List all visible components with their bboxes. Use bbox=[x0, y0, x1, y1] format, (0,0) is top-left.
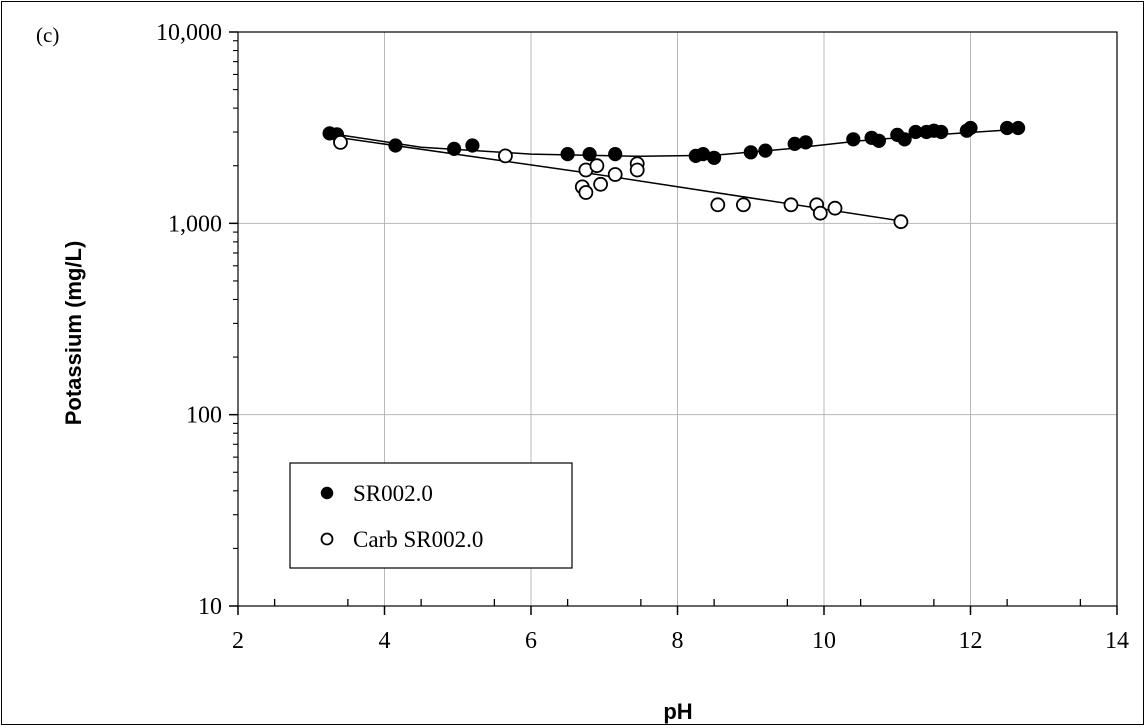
carb-sr002-point bbox=[589, 158, 605, 174]
legend-filled-circle-marker bbox=[320, 486, 334, 500]
legend-box bbox=[289, 462, 573, 569]
axis-ticks bbox=[229, 31, 1118, 615]
sr002-point bbox=[388, 138, 403, 153]
carb-sr002-point bbox=[497, 148, 513, 164]
legend-label-sr002: SR002.0 bbox=[353, 481, 433, 506]
y-tick-label: 10 bbox=[198, 594, 222, 620]
y-tick-labels: 10 100 1,000 10,000 bbox=[156, 20, 222, 620]
sr002-point bbox=[897, 132, 912, 147]
x-tick-label: 14 bbox=[1105, 628, 1129, 654]
carb-sr002-point bbox=[783, 197, 799, 213]
x-tick-label: 6 bbox=[525, 628, 537, 654]
sr002-point bbox=[963, 120, 978, 136]
x-axis-label: pH bbox=[663, 699, 692, 724]
sr002-point bbox=[608, 147, 623, 162]
carb-sr002-point bbox=[629, 162, 645, 178]
x-tick-labels: 2 4 6 8 10 12 14 bbox=[232, 628, 1129, 654]
sr002-point bbox=[743, 145, 758, 160]
x-tick-label: 12 bbox=[959, 628, 983, 654]
sr002-point bbox=[934, 124, 949, 140]
y-tick-label: 100 bbox=[186, 403, 222, 429]
legend-label-carb-sr002: Carb SR002.0 bbox=[353, 527, 483, 552]
legend-open-circle-marker bbox=[320, 532, 334, 546]
x-tick-label: 4 bbox=[379, 628, 391, 654]
carb-sr002-point bbox=[593, 176, 608, 192]
sr002-point bbox=[758, 143, 773, 158]
y-tick-label: 10,000 bbox=[156, 20, 222, 46]
carb-sr002-point bbox=[893, 214, 909, 230]
carb-sr002-point bbox=[607, 167, 623, 182]
sr002-point bbox=[560, 147, 575, 162]
carb-sr002-point bbox=[812, 205, 828, 221]
fit-lines bbox=[329, 128, 1019, 222]
x-tick-label: 8 bbox=[672, 628, 684, 654]
sr002-point bbox=[798, 135, 813, 150]
sr002-point bbox=[582, 147, 597, 162]
y-axis-label: Potassium (mg/L) bbox=[61, 241, 86, 426]
carb-sr002-point bbox=[578, 185, 594, 200]
carb-sr002-point bbox=[710, 197, 726, 213]
sr002-point bbox=[706, 150, 722, 165]
y-tick-label: 1,000 bbox=[168, 211, 222, 237]
panel-label: (c) bbox=[36, 23, 59, 47]
x-tick-label: 10 bbox=[812, 628, 836, 654]
data-points bbox=[322, 120, 1026, 230]
carb-sr002-point bbox=[736, 197, 751, 213]
carb-sr002-point bbox=[333, 134, 348, 150]
sr002-point bbox=[871, 133, 887, 148]
sr002-point bbox=[1010, 120, 1026, 136]
sr002-point bbox=[846, 132, 861, 147]
sr002-point bbox=[447, 141, 462, 156]
x-tick-label: 2 bbox=[232, 628, 244, 654]
legend: SR002.0 Carb SR002.0 bbox=[289, 462, 573, 569]
carb-sr002-point bbox=[827, 200, 843, 216]
sr002-point bbox=[465, 138, 480, 153]
